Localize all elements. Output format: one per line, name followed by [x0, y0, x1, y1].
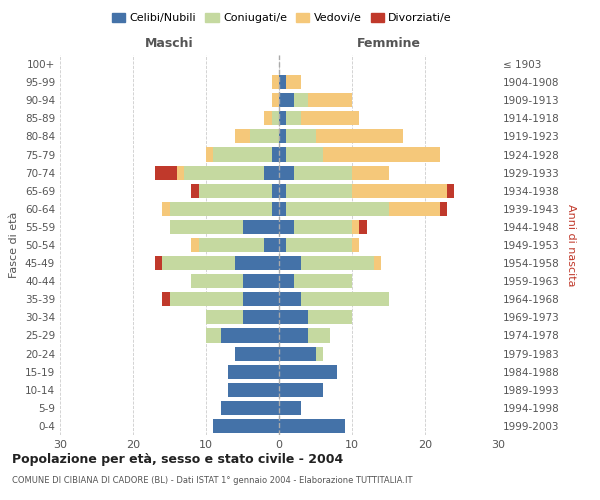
Bar	[191, 238, 199, 252]
Bar	[250, 130, 279, 143]
Bar	[279, 256, 301, 270]
Bar	[184, 166, 265, 179]
Bar	[286, 75, 301, 89]
Bar	[279, 310, 308, 324]
Bar	[301, 112, 359, 126]
Text: Maschi: Maschi	[145, 36, 194, 50]
Bar	[279, 328, 308, 342]
Bar	[199, 184, 272, 198]
Bar	[359, 220, 367, 234]
Bar	[214, 419, 279, 433]
Bar	[242, 292, 279, 306]
Bar	[235, 256, 279, 270]
Bar	[301, 292, 389, 306]
Bar	[272, 112, 279, 126]
Bar	[447, 184, 454, 198]
Bar	[352, 238, 359, 252]
Bar	[162, 202, 170, 216]
Bar	[279, 346, 316, 360]
Bar	[155, 166, 177, 179]
Bar	[286, 112, 301, 126]
Bar	[191, 274, 242, 288]
Bar	[221, 401, 279, 415]
Bar	[293, 166, 352, 179]
Bar	[272, 202, 279, 216]
Bar	[293, 220, 352, 234]
Bar	[286, 238, 352, 252]
Bar	[279, 93, 293, 108]
Text: Popolazione per età, sesso e stato civile - 2004: Popolazione per età, sesso e stato civil…	[12, 452, 343, 466]
Bar	[279, 274, 293, 288]
Bar	[308, 310, 352, 324]
Bar	[265, 166, 279, 179]
Bar	[162, 292, 170, 306]
Bar	[206, 328, 221, 342]
Bar	[316, 346, 323, 360]
Bar	[265, 112, 272, 126]
Bar	[279, 184, 286, 198]
Bar	[279, 130, 286, 143]
Bar	[293, 93, 308, 108]
Bar	[272, 75, 279, 89]
Bar	[279, 148, 286, 162]
Text: COMUNE DI CIBIANA DI CADORE (BL) - Dati ISTAT 1° gennaio 2004 - Elaborazione TUT: COMUNE DI CIBIANA DI CADORE (BL) - Dati …	[12, 476, 413, 485]
Bar	[293, 274, 352, 288]
Bar	[279, 401, 301, 415]
Bar	[374, 256, 381, 270]
Bar	[308, 93, 352, 108]
Bar	[221, 328, 279, 342]
Bar	[206, 148, 214, 162]
Bar	[235, 346, 279, 360]
Bar	[286, 202, 389, 216]
Bar	[286, 184, 352, 198]
Bar	[228, 364, 279, 378]
Bar	[279, 364, 337, 378]
Bar	[279, 419, 344, 433]
Bar	[242, 310, 279, 324]
Bar	[352, 184, 447, 198]
Bar	[279, 202, 286, 216]
Bar	[279, 238, 286, 252]
Bar	[272, 148, 279, 162]
Bar	[272, 184, 279, 198]
Bar	[170, 220, 242, 234]
Y-axis label: Anni di nascita: Anni di nascita	[566, 204, 576, 286]
Bar	[323, 148, 440, 162]
Bar	[214, 148, 272, 162]
Bar	[279, 75, 286, 89]
Bar	[308, 328, 330, 342]
Bar	[242, 274, 279, 288]
Text: Femmine: Femmine	[356, 36, 421, 50]
Bar	[177, 166, 184, 179]
Bar	[440, 202, 447, 216]
Bar	[191, 184, 199, 198]
Bar	[279, 292, 301, 306]
Bar	[228, 382, 279, 397]
Bar	[206, 310, 242, 324]
Bar	[235, 130, 250, 143]
Bar	[279, 166, 293, 179]
Legend: Celibi/Nubili, Coniugati/e, Vedovi/e, Divorziati/e: Celibi/Nubili, Coniugati/e, Vedovi/e, Di…	[107, 8, 457, 28]
Bar	[169, 202, 272, 216]
Bar	[352, 220, 359, 234]
Bar	[265, 238, 279, 252]
Bar	[286, 130, 316, 143]
Bar	[162, 256, 235, 270]
Bar	[199, 238, 265, 252]
Bar	[155, 256, 162, 270]
Bar	[286, 148, 323, 162]
Bar	[279, 112, 286, 126]
Bar	[316, 130, 403, 143]
Bar	[352, 166, 389, 179]
Bar	[279, 382, 323, 397]
Bar	[272, 93, 279, 108]
Bar	[279, 220, 293, 234]
Bar	[242, 220, 279, 234]
Bar	[170, 292, 242, 306]
Y-axis label: Fasce di età: Fasce di età	[10, 212, 19, 278]
Bar	[301, 256, 374, 270]
Bar	[389, 202, 440, 216]
